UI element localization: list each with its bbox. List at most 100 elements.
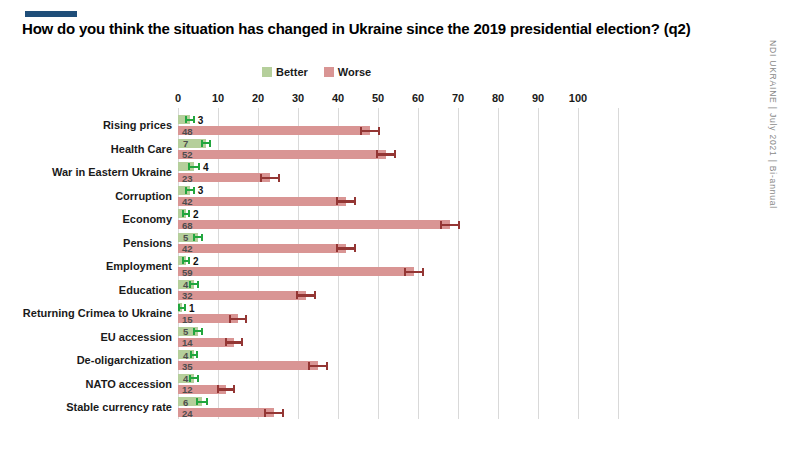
gridline bbox=[538, 108, 539, 419]
worse-bar bbox=[178, 267, 414, 276]
worse-bar bbox=[178, 244, 346, 253]
worse-error-bar bbox=[336, 197, 355, 205]
worse-value-label: 12 bbox=[182, 385, 193, 394]
error-bar-line bbox=[195, 330, 201, 332]
worse-error-bar bbox=[225, 338, 243, 346]
better-error-bar bbox=[193, 328, 203, 335]
better-error-bar bbox=[201, 140, 211, 147]
category-label: War in Eastern Ukraine bbox=[0, 166, 172, 178]
title-accent-bar bbox=[25, 11, 77, 17]
error-bar-line bbox=[203, 142, 209, 144]
legend-label-worse: Worse bbox=[338, 66, 371, 78]
worse-value-label: 14 bbox=[182, 338, 193, 347]
worse-error-bar bbox=[229, 315, 247, 323]
error-bar-line bbox=[227, 341, 241, 344]
error-bar-line bbox=[187, 189, 193, 191]
x-tick-label: 60 bbox=[398, 92, 438, 104]
worse-value-label: 68 bbox=[182, 221, 193, 230]
worse-error-bar bbox=[260, 174, 281, 182]
better-value-label: 4 bbox=[203, 163, 209, 172]
error-bar-line bbox=[406, 271, 423, 274]
worse-value-label: 48 bbox=[182, 127, 193, 136]
better-value-label: 2 bbox=[193, 257, 199, 266]
error-bar-line bbox=[262, 177, 279, 180]
legend-item-better: Better bbox=[262, 66, 308, 78]
error-bar-line bbox=[191, 377, 197, 379]
gridline bbox=[498, 108, 499, 419]
category-label: Returning Crimea to Ukraine bbox=[0, 307, 172, 319]
error-bar-line bbox=[298, 294, 313, 297]
category-label: Economy bbox=[0, 213, 172, 225]
category-label: De-oligarchization bbox=[0, 354, 172, 366]
error-bar-line bbox=[231, 318, 245, 321]
worse-value-label: 42 bbox=[182, 197, 193, 206]
worse-error-bar bbox=[264, 409, 285, 417]
gridline bbox=[578, 108, 579, 419]
error-bar-line bbox=[190, 166, 198, 168]
better-value-label: 3 bbox=[198, 186, 204, 195]
better-error-bar bbox=[190, 351, 198, 358]
gridline bbox=[418, 108, 419, 419]
x-tick-label: 50 bbox=[358, 92, 398, 104]
better-value-label: 6 bbox=[183, 398, 188, 407]
error-bar-line bbox=[266, 412, 283, 415]
error-bar-line bbox=[310, 365, 327, 368]
error-bar-line bbox=[195, 236, 201, 238]
legend-item-worse: Worse bbox=[324, 66, 371, 78]
better-error-bar bbox=[185, 187, 195, 194]
better-error-bar bbox=[193, 234, 203, 241]
worse-error-bar bbox=[360, 127, 381, 135]
x-tick-label: 40 bbox=[318, 92, 358, 104]
worse-error-bar bbox=[376, 150, 395, 158]
error-bar-line bbox=[362, 130, 379, 133]
better-error-bar bbox=[189, 375, 199, 382]
worse-value-label: 59 bbox=[182, 268, 193, 277]
category-label: EU accession bbox=[0, 331, 172, 343]
category-label: Stable currency rate bbox=[0, 401, 172, 413]
category-label: Pensions bbox=[0, 237, 172, 249]
worse-error-bar bbox=[308, 362, 329, 370]
worse-value-label: 32 bbox=[182, 291, 193, 300]
category-label: Education bbox=[0, 284, 172, 296]
better-value-label: 4 bbox=[183, 374, 188, 383]
error-bar-line bbox=[338, 247, 355, 250]
x-tick-label: 10 bbox=[198, 92, 238, 104]
category-label: Employment bbox=[0, 260, 172, 272]
better-error-bar bbox=[188, 163, 200, 170]
worse-value-label: 23 bbox=[182, 174, 193, 183]
better-value-label: 7 bbox=[183, 139, 188, 148]
worse-bar bbox=[178, 220, 450, 229]
error-bar-line bbox=[191, 283, 197, 285]
worse-bar bbox=[178, 361, 318, 370]
worse-bar bbox=[178, 126, 370, 135]
worse-bar bbox=[178, 150, 386, 159]
worse-error-bar bbox=[217, 385, 235, 393]
legend-swatch-worse-icon bbox=[324, 67, 334, 77]
x-tick-label: 20 bbox=[238, 92, 278, 104]
error-bar-line bbox=[378, 153, 393, 156]
worse-error-bar bbox=[336, 244, 357, 252]
error-bar-line bbox=[192, 354, 196, 356]
legend-swatch-better-icon bbox=[262, 67, 272, 77]
better-value-label: 5 bbox=[183, 233, 188, 242]
worse-value-label: 15 bbox=[182, 315, 193, 324]
error-bar-line bbox=[442, 224, 459, 227]
gridline bbox=[458, 108, 459, 419]
x-tick-label: 80 bbox=[478, 92, 518, 104]
better-value-label: 4 bbox=[183, 351, 188, 360]
worse-bar bbox=[178, 291, 306, 300]
better-error-bar bbox=[196, 398, 208, 405]
category-label: Rising prices bbox=[0, 119, 172, 131]
worse-value-label: 35 bbox=[182, 362, 193, 371]
better-error-bar bbox=[178, 304, 186, 311]
x-tick-label: 90 bbox=[518, 92, 558, 104]
better-value-label: 4 bbox=[183, 280, 188, 289]
worse-error-bar bbox=[296, 291, 315, 299]
x-tick-label: 30 bbox=[278, 92, 318, 104]
better-value-label: 3 bbox=[198, 116, 204, 125]
worse-value-label: 24 bbox=[182, 409, 193, 418]
better-error-bar bbox=[182, 210, 190, 217]
category-label: NATO accession bbox=[0, 378, 172, 390]
better-value-label: 1 bbox=[189, 304, 195, 313]
better-value-label: 2 bbox=[193, 210, 199, 219]
